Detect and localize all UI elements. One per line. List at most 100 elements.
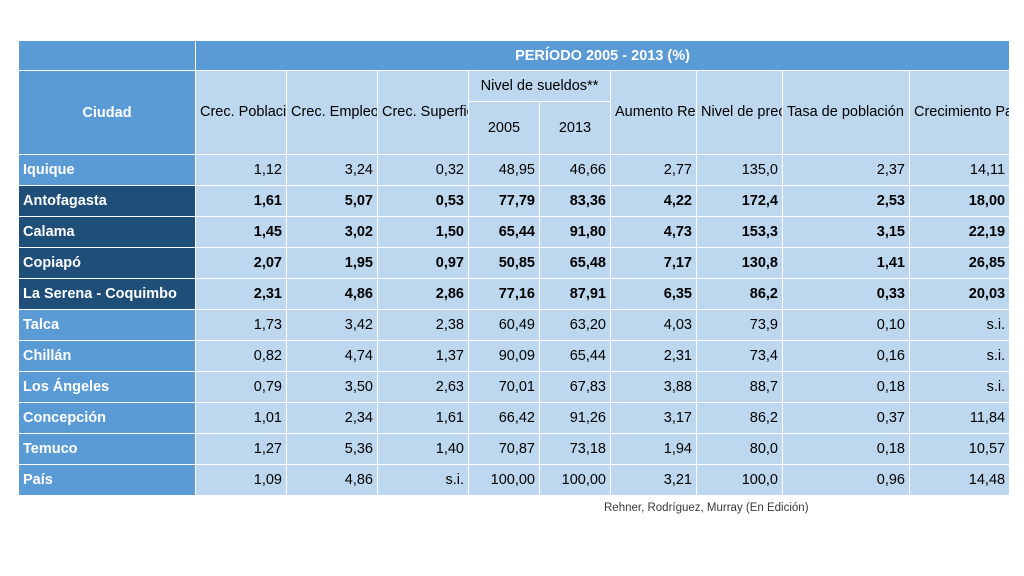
- value-cell: s.i.: [908, 371, 1011, 403]
- value-cell: 0,53: [377, 185, 469, 217]
- value-cell: 63,20: [539, 309, 611, 341]
- table-row: Iquique 1,12 3,24 0,32 48,95 46,66 2,77 135,0 2,…: [18, 154, 1011, 186]
- value-cell: 87,91: [539, 278, 611, 310]
- table-row: País 1,09 4,86 s.i. 100,00 100,00 3,21 100,0 0,9…: [18, 464, 1011, 496]
- value-cell: 60,49: [468, 309, 540, 341]
- value-cell: 14,48: [908, 464, 1011, 496]
- value-cell: 3,02: [286, 216, 378, 248]
- value-cell: 20,03: [908, 278, 1011, 310]
- value-cell: 153,3: [696, 216, 783, 248]
- city-name-cell: Talca: [18, 309, 196, 341]
- value-cell: 1,27: [195, 433, 287, 465]
- value-cell: 2,37: [782, 154, 910, 186]
- value-cell: 2,31: [610, 340, 697, 372]
- value-cell: 0,79: [195, 371, 287, 403]
- value-cell: 4,74: [286, 340, 378, 372]
- city-name-cell: Antofagasta: [18, 185, 196, 217]
- value-cell: 0,16: [782, 340, 910, 372]
- table-row: Chillán 0,82 4,74 1,37 90,09 65,44 2,31 73,4 0,1…: [18, 340, 1011, 372]
- value-cell: 83,36: [539, 185, 611, 217]
- value-cell: 2,53: [782, 185, 910, 217]
- value-cell: 1,61: [377, 402, 469, 434]
- value-cell: 77,16: [468, 278, 540, 310]
- table-row: Calama 1,45 3,02 1,50 65,44 91,80 4,73 153,3 3,1…: [18, 216, 1011, 248]
- city-name-cell: Calama: [18, 216, 196, 248]
- value-cell: 65,44: [468, 216, 540, 248]
- value-cell: 3,42: [286, 309, 378, 341]
- city-name-cell: País: [18, 464, 196, 496]
- value-cell: 0,18: [782, 433, 910, 465]
- value-cell: 4,73: [610, 216, 697, 248]
- header-crec-empleo: Crec. Empleo: [286, 70, 378, 155]
- value-cell: 0,18: [782, 371, 910, 403]
- data-table: PERÍODO 2005 - 2013 (%) Ciudad Crec. Pob…: [18, 40, 1011, 496]
- value-cell: 4,22: [610, 185, 697, 217]
- value-cell: 70,01: [468, 371, 540, 403]
- value-cell: 22,19: [908, 216, 1011, 248]
- city-column-header: Ciudad: [18, 70, 196, 155]
- value-cell: 70,87: [468, 433, 540, 465]
- value-cell: 67,83: [539, 371, 611, 403]
- city-name-cell: Iquique: [18, 154, 196, 186]
- value-cell: 80,0: [696, 433, 783, 465]
- value-cell: 66,42: [468, 402, 540, 434]
- value-cell: 2,63: [377, 371, 469, 403]
- value-cell: 86,2: [696, 402, 783, 434]
- value-cell: 6,35: [610, 278, 697, 310]
- value-cell: 3,88: [610, 371, 697, 403]
- value-cell: 90,09: [468, 340, 540, 372]
- value-cell: 1,95: [286, 247, 378, 279]
- value-cell: 7,17: [610, 247, 697, 279]
- header-crecimiento-pasajeros: Crecimiento Pasajeros aéreos: [908, 70, 1011, 155]
- value-cell: 0,33: [782, 278, 910, 310]
- value-cell: 91,80: [539, 216, 611, 248]
- header-nivel-precios: Nivel de precios+: [696, 70, 783, 155]
- value-cell: 1,12: [195, 154, 287, 186]
- value-cell: 1,61: [195, 185, 287, 217]
- table-row: La Serena - Coquimbo 2,31 4,86 2,86 77,16 87,…: [18, 278, 1011, 310]
- city-name-cell: La Serena - Coquimbo: [18, 278, 196, 310]
- value-cell: 2,86: [377, 278, 469, 310]
- value-cell: 4,03: [610, 309, 697, 341]
- source-citation: Rehner, Rodríguez, Murray (En Edición): [604, 502, 809, 514]
- value-cell: 2,77: [610, 154, 697, 186]
- value-cell: s.i.: [377, 464, 469, 496]
- value-cell: 1,40: [377, 433, 469, 465]
- city-name-cell: Temuco: [18, 433, 196, 465]
- value-cell: 3,24: [286, 154, 378, 186]
- value-cell: 130,8: [696, 247, 783, 279]
- value-cell: 4,86: [286, 278, 378, 310]
- value-cell: 91,26: [539, 402, 611, 434]
- value-cell: 0,37: [782, 402, 910, 434]
- value-cell: s.i.: [908, 309, 1011, 341]
- city-name-cell: Chillán: [18, 340, 196, 372]
- table-row: Concepción 1,01 2,34 1,61 66,42 91,26 3,17 86,2…: [18, 402, 1011, 434]
- header-blank-corner: [18, 40, 196, 71]
- table-row: Antofagasta 1,61 5,07 0,53 77,79 83,36 4,22 172…: [18, 185, 1011, 217]
- value-cell: 1,01: [195, 402, 287, 434]
- value-cell: 3,15: [782, 216, 910, 248]
- value-cell: 2,34: [286, 402, 378, 434]
- city-name-cell: Copiapó: [18, 247, 196, 279]
- header-crec-superficie: Crec. Superficie urbana*: [377, 70, 469, 155]
- value-cell: 172,4: [696, 185, 783, 217]
- value-cell: 100,00: [539, 464, 611, 496]
- value-cell: 73,9: [696, 309, 783, 341]
- value-cell: 2,31: [195, 278, 287, 310]
- header-aumento-remuneraciones: Aumento Remunera-ciones: [610, 70, 697, 155]
- value-cell: 10,57: [908, 433, 1011, 465]
- value-cell: 1,37: [377, 340, 469, 372]
- value-cell: 1,45: [195, 216, 287, 248]
- period-header: PERÍODO 2005 - 2013 (%): [194, 40, 1011, 71]
- value-cell: 14,11: [908, 154, 1011, 186]
- value-cell: 3,50: [286, 371, 378, 403]
- value-cell: 3,17: [610, 402, 697, 434]
- value-cell: 65,48: [539, 247, 611, 279]
- value-cell: 1,50: [377, 216, 469, 248]
- value-cell: 0,10: [782, 309, 910, 341]
- value-cell: 5,07: [286, 185, 378, 217]
- table-row: Talca 1,73 3,42 2,38 60,49 63,20 4,03 73,9 0,10 s…: [18, 309, 1011, 341]
- value-cell: 2,07: [195, 247, 287, 279]
- table-row: Temuco 1,27 5,36 1,40 70,87 73,18 1,94 80,0 0,18…: [18, 433, 1011, 465]
- value-cell: 1,41: [782, 247, 910, 279]
